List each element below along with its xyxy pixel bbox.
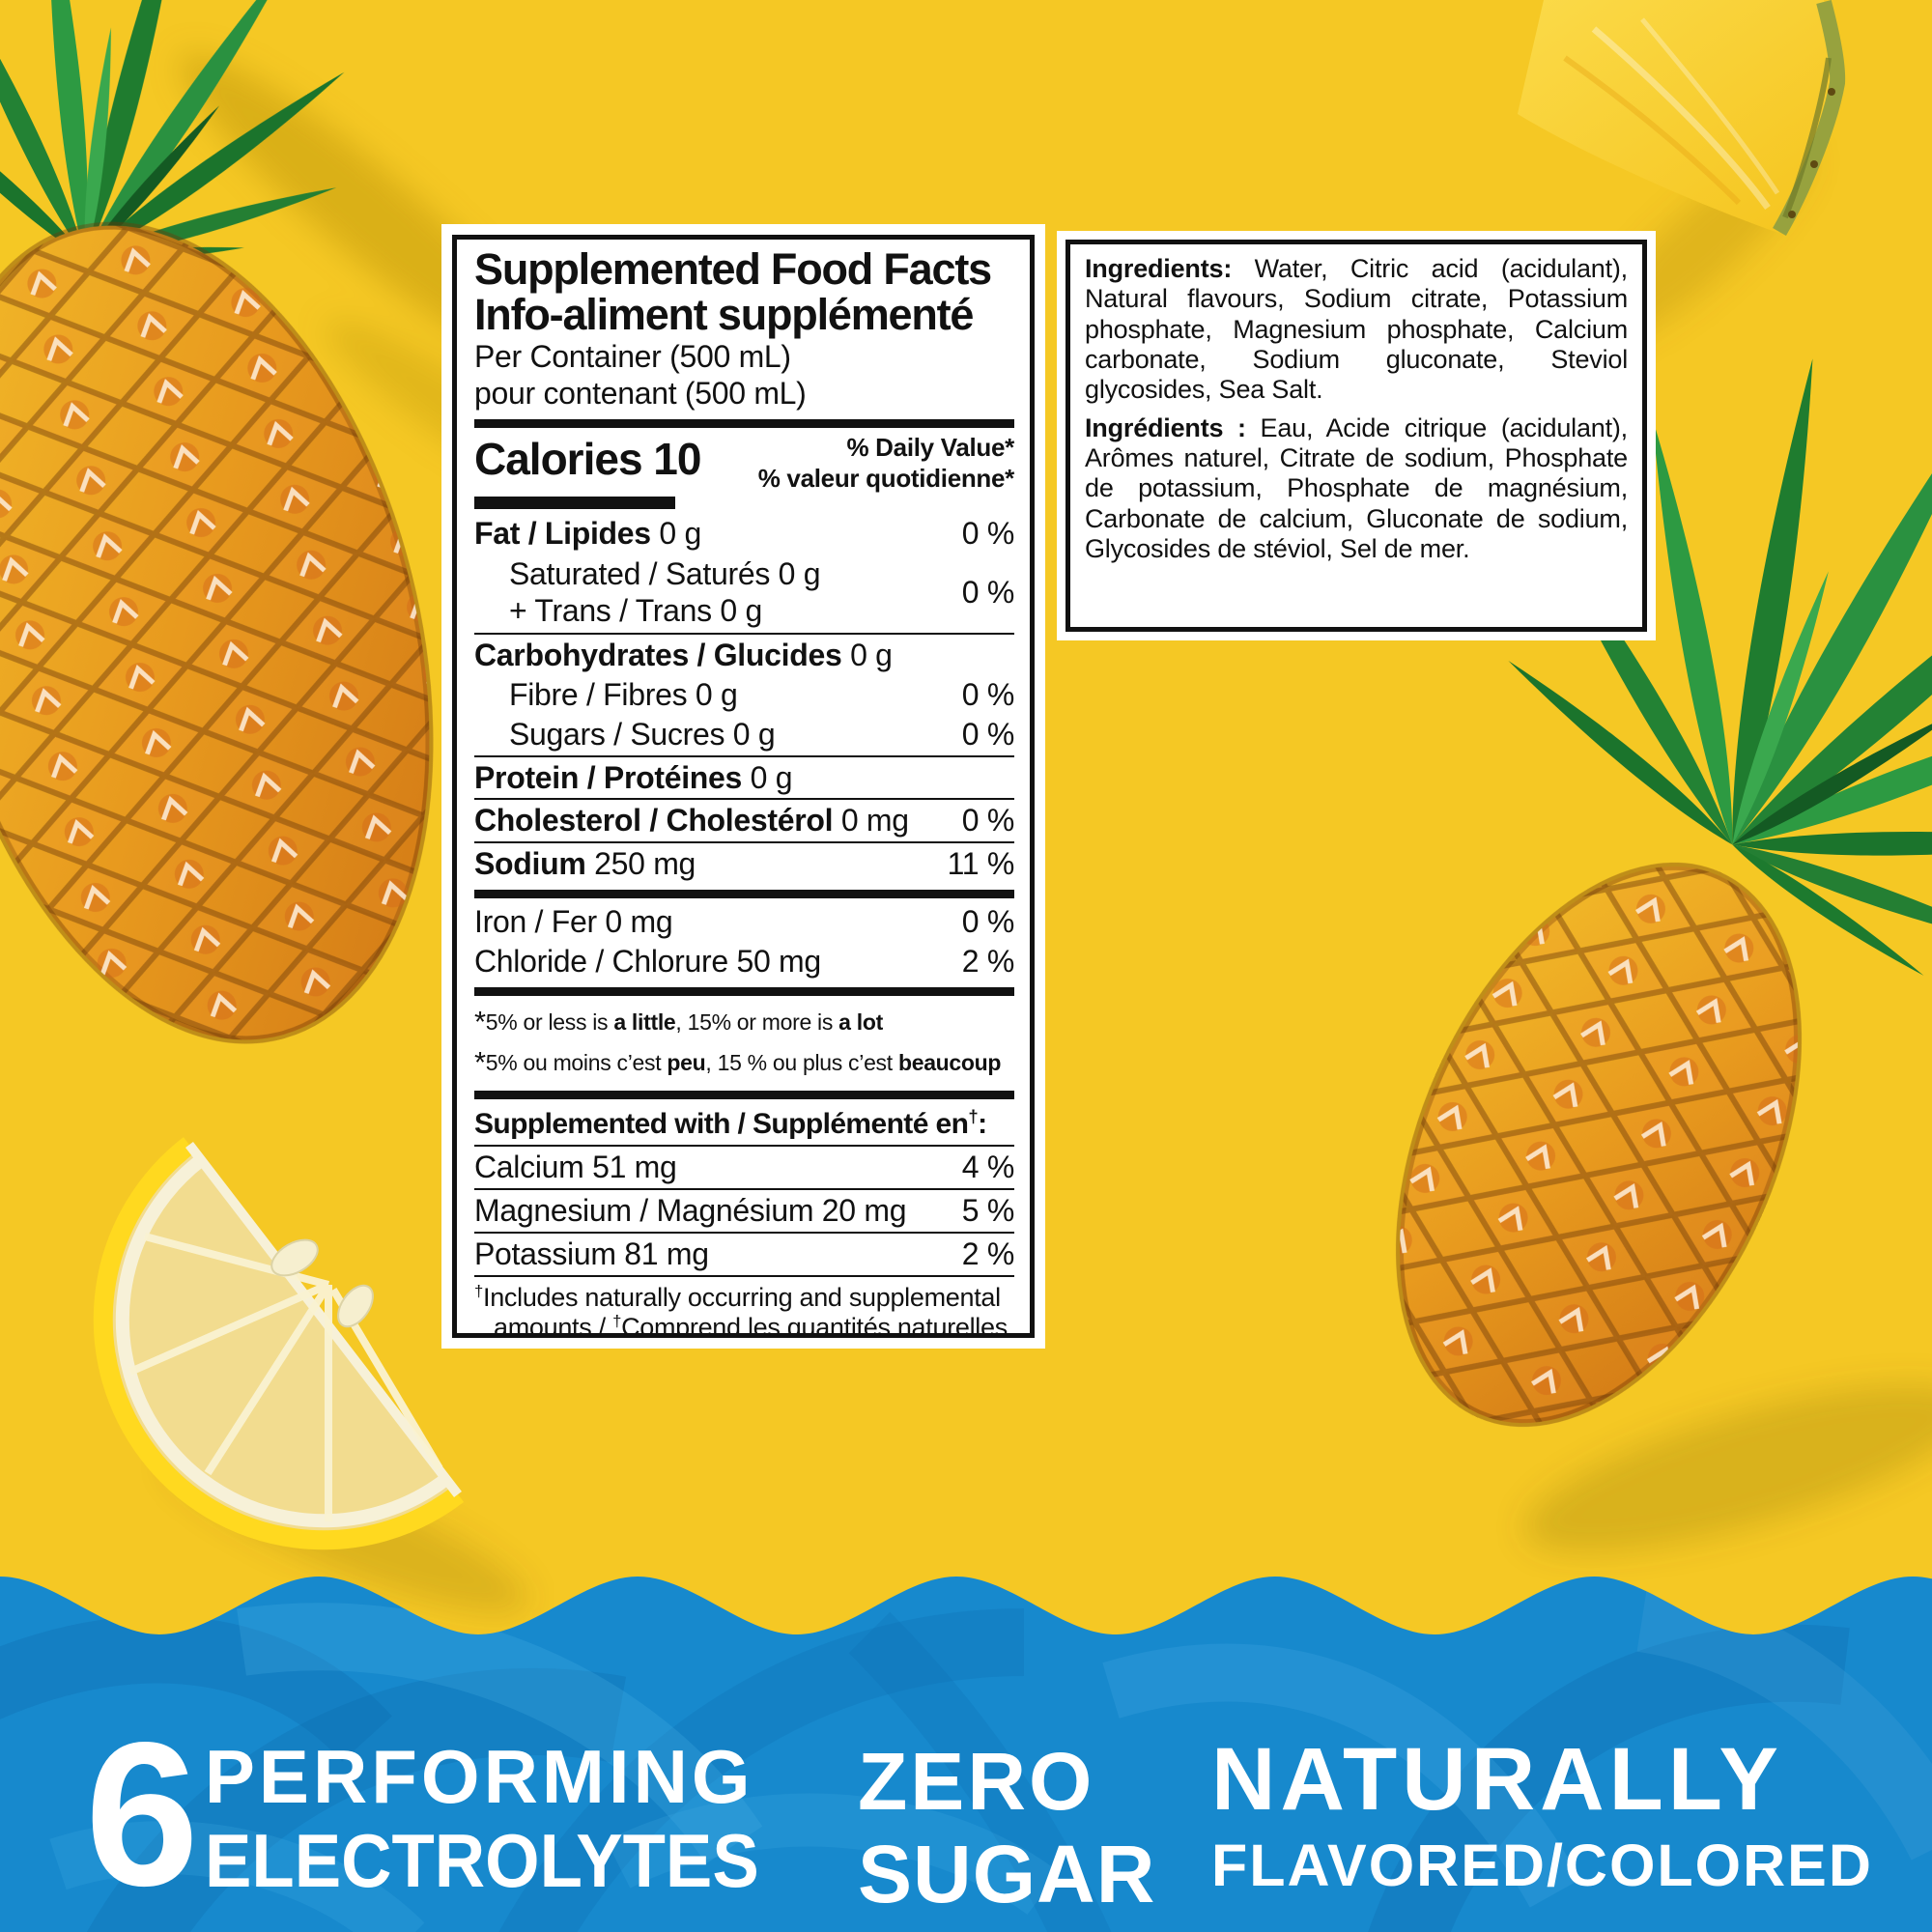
row-fat: Fat / Lipides 0 g 0 % [474, 515, 1014, 551]
supplemented-with-heading: Supplemented with / Supplémenté en†: [474, 1106, 987, 1141]
serving-size-fr: pour contenant (500 mL) [474, 375, 807, 411]
pineapple-wedge [1518, 0, 1846, 237]
naturally-line1: NATURALLY [1211, 1730, 1783, 1829]
row-sugars: Sugars / Sucres 0 g 0 % [509, 716, 1014, 752]
row-fibre: Fibre / Fibres 0 g 0 % [509, 676, 1014, 712]
ingredients-en: Ingredients: Water, Citric acid (acidula… [1085, 254, 1628, 405]
badge-electrolytes: 6 PERFORMING ELECTROLYTES [85, 1699, 801, 1928]
badge-naturally-flavored: NATURALLY FLAVORED/COLORED [1211, 1735, 1873, 1895]
calories-value: Calories 10 [474, 434, 701, 485]
footnote-en: *5% or less is a little, 15% or more is … [474, 1004, 883, 1038]
divider-thick [474, 986, 1014, 996]
electrolytes-line1: PERFORMING [204, 1734, 754, 1819]
divider-thick [474, 889, 1014, 898]
divider-thick [474, 1091, 1014, 1100]
divider-thin [474, 1231, 1014, 1234]
electrolytes-count: 6 [85, 1699, 199, 1928]
divider-thin [474, 841, 1014, 844]
ingredients-fr: Ingrédients : Eau, Acide citrique (acidu… [1085, 412, 1628, 563]
serving-size-en: Per Container (500 mL) [474, 338, 791, 374]
divider-thin [474, 754, 1014, 757]
panel-title-en: Supplemented Food Facts [474, 244, 992, 294]
row-chloride: Chloride / Chlorure 50 mg 2 % [474, 943, 1014, 979]
wave [0, 1577, 1932, 1932]
calories-row: Calories 10 % Daily Value* % valeur quot… [474, 433, 1014, 493]
row-iron: Iron / Fer 0 mg 0 % [474, 903, 1014, 939]
row-magnesium: Magnesium / Magnésium 20 mg 5 % [474, 1192, 1014, 1228]
badge-zero-sugar: ZERO SUGAR [858, 1735, 1155, 1915]
row-saturated-trans: Saturated / Saturés 0 g + Trans / Trans … [509, 555, 1014, 629]
ingredients-box: Ingredients: Water, Citric acid (acidula… [1057, 231, 1656, 640]
row-calcium: Calcium 51 mg 4 % [474, 1150, 1014, 1185]
pineapple-left [0, 0, 434, 1044]
palm-leaf-texture [0, 1584, 1932, 1932]
panel-title-fr: Info-aliment supplémenté [474, 289, 974, 339]
row-cholesterol: Cholesterol / Cholestérol 0 mg 0 % [474, 803, 1014, 838]
pineapple-right [1396, 355, 1932, 1428]
row-protein: Protein / Protéines 0 g [474, 759, 793, 795]
footnote-fr: *5% ou moins c’est peu, 15 % ou plus c’e… [474, 1044, 1002, 1079]
row-carbohydrates: Carbohydrates / Glucides 0 g [474, 638, 893, 673]
calories-underline [474, 496, 675, 509]
divider-thin [474, 798, 1014, 801]
divider-thin [474, 1187, 1014, 1190]
row-potassium: Potassium 81 mg 2 % [474, 1236, 1014, 1271]
zero-sugar-line1: ZERO [858, 1736, 1095, 1827]
naturally-line2: FLAVORED/COLORED [1211, 1833, 1873, 1898]
zero-sugar-line2: SUGAR [858, 1829, 1156, 1919]
daily-value-header: % Daily Value* % valeur quotidienne* [757, 433, 1015, 493]
divider-thin [474, 1145, 1014, 1148]
lemon-slice [93, 1137, 465, 1550]
dagger-footnote: †Includes naturally occurring and supple… [474, 1281, 1008, 1338]
divider-thick [474, 419, 1014, 429]
electrolytes-line2: ELECTROLYTES [204, 1818, 759, 1903]
divider-thin [474, 633, 1014, 636]
divider-thin [474, 1274, 1014, 1277]
nutrition-facts-panel: Supplemented Food Facts Info-aliment sup… [441, 224, 1045, 1349]
row-sodium: Sodium 250 mg 11 % [474, 846, 1014, 882]
